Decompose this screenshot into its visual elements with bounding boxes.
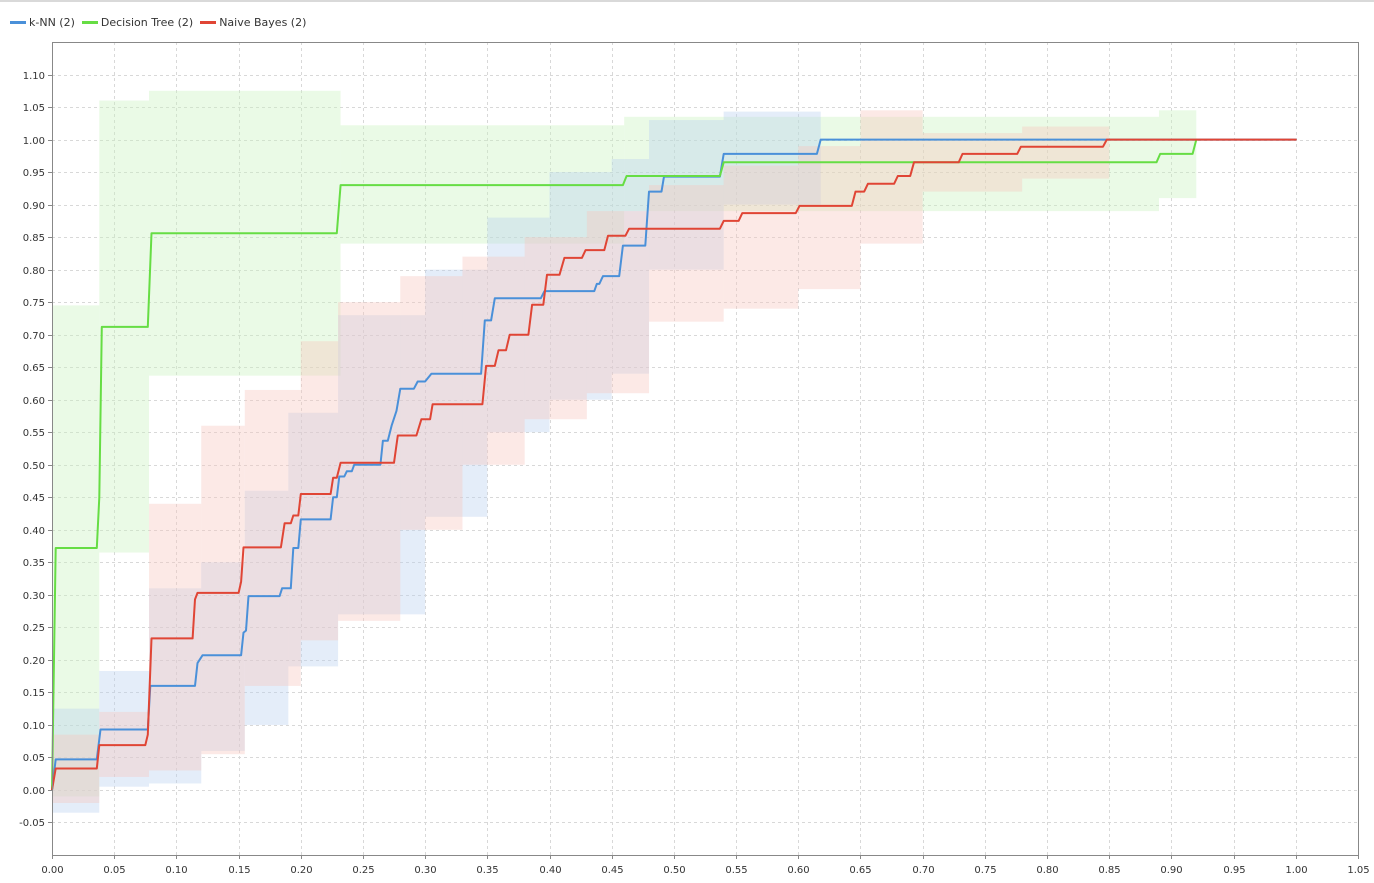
x-axis: 0.00 0.05 0.10 0.15 0.20 0.25 0.30 0.35 0.40 0.45… xyxy=(41,855,1370,876)
x-tick-label: 0.95 xyxy=(1223,865,1245,876)
naive-bayes-band-segment xyxy=(798,146,861,290)
legend-swatch-naive-bayes xyxy=(200,20,217,24)
legend-swatch-knn xyxy=(10,20,26,24)
x-tick-label: 0.00 xyxy=(41,865,63,876)
y-tick-label: 0.50 xyxy=(23,461,45,472)
y-tick-label: 0.05 xyxy=(23,753,45,764)
y-tick-label: 0.55 xyxy=(23,428,45,439)
x-tick-label: 0.85 xyxy=(1098,865,1120,876)
x-tick-label: 0.45 xyxy=(601,865,623,876)
x-tick-label: 0.40 xyxy=(539,865,561,876)
x-tick-label: 0.15 xyxy=(228,865,250,876)
k-nn-band-segment xyxy=(338,315,426,615)
chart-legend: k-NN (2) Decision Tree (2) Naive Bayes (… xyxy=(10,13,313,31)
naive-bayes-band-segment xyxy=(586,211,650,394)
y-tick-label: 0.60 xyxy=(23,396,45,407)
legend-item-decision-tree[interactable]: Decision Tree (2) xyxy=(81,15,194,29)
k-nn-band-segment xyxy=(52,708,100,813)
legend-item-knn[interactable]: k-NN (2) xyxy=(10,16,75,29)
y-tick-label: 1.00 xyxy=(23,136,45,147)
y-tick-label: 0.45 xyxy=(23,493,45,504)
x-tick-label: 0.10 xyxy=(165,865,187,876)
legend-label-naive-bayes: Naive Bayes (2) xyxy=(219,15,307,29)
y-tick-label: 0.15 xyxy=(23,688,45,699)
k-nn-band-segment xyxy=(425,269,488,517)
legend-swatch-decision-tree xyxy=(81,20,98,24)
k-nn-band-segment xyxy=(649,120,724,270)
x-tick-label: 1.05 xyxy=(1347,865,1369,876)
y-tick-label: 0.65 xyxy=(23,363,45,374)
plot-frame xyxy=(52,42,1359,856)
naive-bayes-band-segment xyxy=(300,341,339,641)
naive-bayes-band-segment xyxy=(723,165,799,309)
naive-bayes-series-line[interactable] xyxy=(51,138,1297,791)
naive-bayes-band-segment xyxy=(524,237,587,420)
x-tick-label: 0.30 xyxy=(414,865,436,876)
y-tick-label: 0.75 xyxy=(23,298,45,309)
x-tick-label: 0.35 xyxy=(476,865,498,876)
y-tick-label: 0.35 xyxy=(23,558,45,569)
y-tick-label: 0.95 xyxy=(23,168,45,179)
naive-bayes-band-segment xyxy=(244,389,301,686)
decision-tree-band-segment xyxy=(624,116,1159,212)
naive-bayes-band-segment xyxy=(400,276,463,530)
k-nn-band-segment xyxy=(244,490,289,725)
y-tick-label: 0.00 xyxy=(23,786,45,797)
y-tick-label: 0.90 xyxy=(23,201,45,212)
decision-tree-band-segment xyxy=(52,305,100,797)
naive-bayes-band-segment xyxy=(462,256,525,465)
window-top-border xyxy=(0,0,1374,2)
y-tick-label: 0.10 xyxy=(23,721,45,732)
y-tick-label: 1.05 xyxy=(23,103,45,114)
x-tick-label: 0.50 xyxy=(663,865,685,876)
y-tick-label: 0.70 xyxy=(23,331,45,342)
k-nn-band-segment xyxy=(723,111,821,205)
y-tick-label: 0.20 xyxy=(23,656,45,667)
k-nn-band-segment xyxy=(611,159,650,374)
k-nn-band-segment xyxy=(549,172,612,400)
y-tick-label: 0.85 xyxy=(23,233,45,244)
decision-tree-series-line[interactable] xyxy=(51,138,1198,791)
k-nn-band-segment xyxy=(487,217,550,433)
gridlines xyxy=(52,42,1359,855)
naive-bayes-band-segment xyxy=(860,110,923,244)
legend-label-decision-tree: Decision Tree (2) xyxy=(100,15,194,29)
naive-bayes-band-segment xyxy=(1022,126,1110,179)
confidence-bands xyxy=(52,90,1197,813)
y-axis: -0.05 0.00 0.05 0.10 0.15 0.20 0.25 0.30 0.35 0.4… xyxy=(19,71,52,829)
x-tick-label: 0.60 xyxy=(787,865,809,876)
y-tick-label: 0.30 xyxy=(23,591,45,602)
k-nn-series-line[interactable] xyxy=(51,138,1297,791)
k-nn-band-segment xyxy=(288,412,339,667)
series-lines xyxy=(51,138,1297,791)
y-tick-label: 1.10 xyxy=(23,71,45,82)
x-tick-label: 1.00 xyxy=(1285,865,1307,876)
x-tick-label: 0.25 xyxy=(352,865,374,876)
x-tick-label: 0.65 xyxy=(849,865,871,876)
x-tick-label: 0.20 xyxy=(290,865,312,876)
x-tick-label: 0.90 xyxy=(1160,865,1182,876)
legend-item-naive-bayes[interactable]: Naive Bayes (2) xyxy=(200,16,306,29)
y-tick-label: 0.25 xyxy=(23,623,45,634)
y-tick-label: 0.40 xyxy=(23,526,45,537)
naive-bayes-band-segment xyxy=(338,302,401,621)
x-tick-label: 0.55 xyxy=(725,865,747,876)
legend-label-knn: k-NN (2) xyxy=(29,15,75,29)
x-tick-label: 0.70 xyxy=(912,865,934,876)
x-tick-label: 0.05 xyxy=(103,865,125,876)
x-tick-label: 0.75 xyxy=(974,865,996,876)
x-tick-label: 0.80 xyxy=(1036,865,1058,876)
y-tick-label: 0.80 xyxy=(23,266,45,277)
naive-bayes-band-segment xyxy=(201,425,245,755)
y-tick-label: -0.05 xyxy=(19,818,45,829)
naive-bayes-band-segment xyxy=(649,185,724,322)
